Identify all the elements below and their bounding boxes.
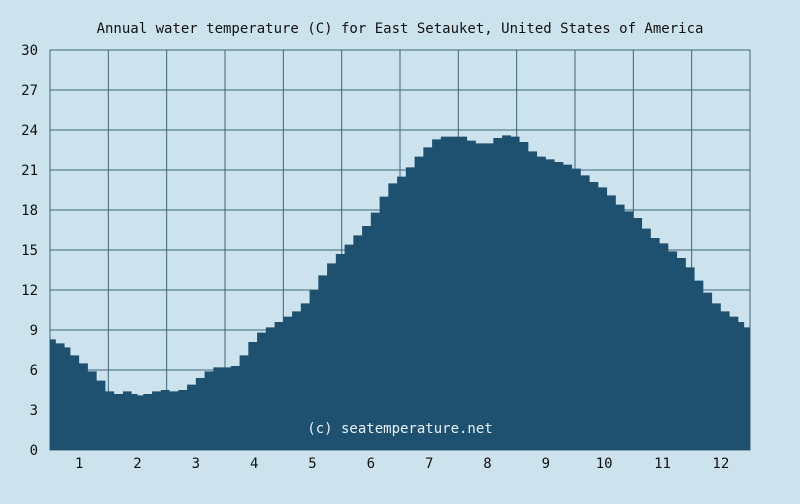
x-tick-label: 9	[542, 456, 550, 472]
y-tick-labels: 0 3 6 9 12 15 18 21 24 27 30	[21, 43, 38, 459]
x-tick-label: 11	[654, 456, 671, 472]
y-tick-label: 27	[21, 83, 38, 99]
watermark-text: (c) seatemperature.net	[307, 421, 492, 437]
y-tick-label: 24	[21, 123, 38, 139]
area-layer	[50, 135, 750, 451]
x-tick-label: 5	[308, 456, 316, 472]
chart-title: Annual water temperature (C) for East Se…	[97, 21, 704, 37]
x-tick-label: 7	[425, 456, 433, 472]
x-tick-label: 12	[712, 456, 729, 472]
x-tick-label: 2	[133, 456, 141, 472]
x-tick-label: 10	[596, 456, 613, 472]
y-tick-label: 15	[21, 243, 38, 259]
y-tick-label: 12	[21, 283, 38, 299]
y-tick-label: 21	[21, 163, 38, 179]
x-tick-label: 8	[483, 456, 491, 472]
x-tick-label: 4	[250, 456, 258, 472]
x-tick-label: 3	[192, 456, 200, 472]
x-tick-label: 1	[75, 456, 83, 472]
y-tick-label: 0	[30, 443, 38, 459]
y-tick-label: 30	[21, 43, 38, 59]
y-tick-label: 18	[21, 203, 38, 219]
y-tick-label: 3	[30, 403, 38, 419]
temperature-area	[50, 135, 750, 451]
x-tick-label: 6	[367, 456, 375, 472]
y-tick-label: 6	[30, 363, 38, 379]
y-tick-label: 9	[30, 323, 38, 339]
x-tick-labels: 1 2 3 4 5 6 7 8 9 10 11 12	[75, 456, 729, 472]
